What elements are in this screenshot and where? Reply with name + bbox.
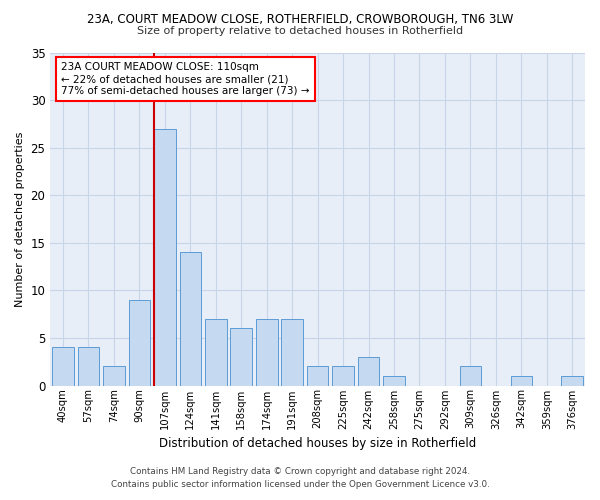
Bar — [460, 366, 481, 386]
Text: 23A, COURT MEADOW CLOSE, ROTHERFIELD, CROWBOROUGH, TN6 3LW: 23A, COURT MEADOW CLOSE, ROTHERFIELD, CR… — [87, 12, 513, 26]
Bar — [256, 319, 278, 386]
Bar — [103, 366, 125, 386]
Bar — [281, 319, 303, 386]
Bar — [307, 366, 328, 386]
Text: 23A COURT MEADOW CLOSE: 110sqm
← 22% of detached houses are smaller (21)
77% of : 23A COURT MEADOW CLOSE: 110sqm ← 22% of … — [61, 62, 310, 96]
Bar — [77, 348, 100, 386]
Bar — [179, 252, 201, 386]
X-axis label: Distribution of detached houses by size in Rotherfield: Distribution of detached houses by size … — [159, 437, 476, 450]
Bar — [230, 328, 252, 386]
Bar — [52, 348, 74, 386]
Bar — [383, 376, 405, 386]
Bar — [358, 357, 379, 386]
Bar — [154, 128, 176, 386]
Bar — [562, 376, 583, 386]
Text: Size of property relative to detached houses in Rotherfield: Size of property relative to detached ho… — [137, 26, 463, 36]
Bar — [511, 376, 532, 386]
Y-axis label: Number of detached properties: Number of detached properties — [15, 132, 25, 306]
Text: Contains HM Land Registry data © Crown copyright and database right 2024.
Contai: Contains HM Land Registry data © Crown c… — [110, 468, 490, 489]
Bar — [205, 319, 227, 386]
Bar — [128, 300, 150, 386]
Bar — [332, 366, 354, 386]
